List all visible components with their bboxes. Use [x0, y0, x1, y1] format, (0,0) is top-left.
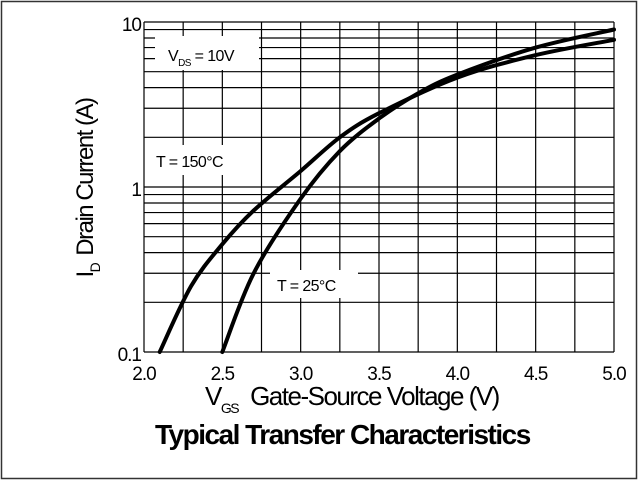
x-axis-symbol: V	[205, 381, 223, 411]
x-tick-labels: 2.0 2.5 3.0 3.5 4.0 4.5 5.0	[132, 364, 627, 385]
vds-subscript: DS	[178, 58, 192, 69]
series-t150-curve	[157, 37, 616, 354]
y-axis-subscript: D	[87, 262, 103, 272]
x-tick-5-0: 5.0	[602, 364, 626, 385]
y-axis-label: ID Drain Current (A)	[72, 98, 103, 278]
label-t25: T = 25°C	[277, 278, 336, 295]
y-axis-symbol: I	[72, 272, 99, 277]
x-tick-4-0: 4.0	[446, 364, 470, 385]
plot-grid	[143, 21, 615, 353]
x-axis-text: Gate-Source Voltage (V)	[250, 381, 500, 411]
vds-symbol: V	[168, 48, 179, 65]
y-tick-labels: 10 1 0.1	[118, 15, 143, 366]
series-t25-curve	[220, 27, 616, 354]
chart-title: Typical Transfer Characteristics	[155, 419, 531, 450]
x-tick-2-5: 2.5	[211, 364, 235, 385]
label-t150: T = 150°C	[156, 154, 223, 171]
y-tick-10: 10	[122, 15, 142, 36]
annotation-vds: VDS = 10V	[155, 36, 259, 70]
x-axis-label: VGS Gate-Source Voltage (V)	[205, 381, 500, 416]
annotation-t150: T = 150°C	[150, 145, 246, 175]
x-tick-3-0: 3.0	[289, 364, 313, 385]
x-axis-subscript: GS	[221, 400, 239, 416]
svg-text:VDS = 10V: VDS = 10V	[168, 48, 235, 69]
y-tick-0-1: 0.1	[118, 345, 142, 366]
y-tick-1: 1	[131, 180, 141, 201]
x-tick-4-5: 4.5	[524, 364, 548, 385]
y-axis-text: Drain Current (A)	[72, 98, 99, 256]
vds-value: = 10V	[191, 48, 235, 65]
x-tick-3-5: 3.5	[367, 364, 391, 385]
annotation-t25: T = 25°C	[270, 270, 358, 298]
x-tick-2-0: 2.0	[132, 364, 156, 385]
series-curves	[157, 27, 616, 354]
